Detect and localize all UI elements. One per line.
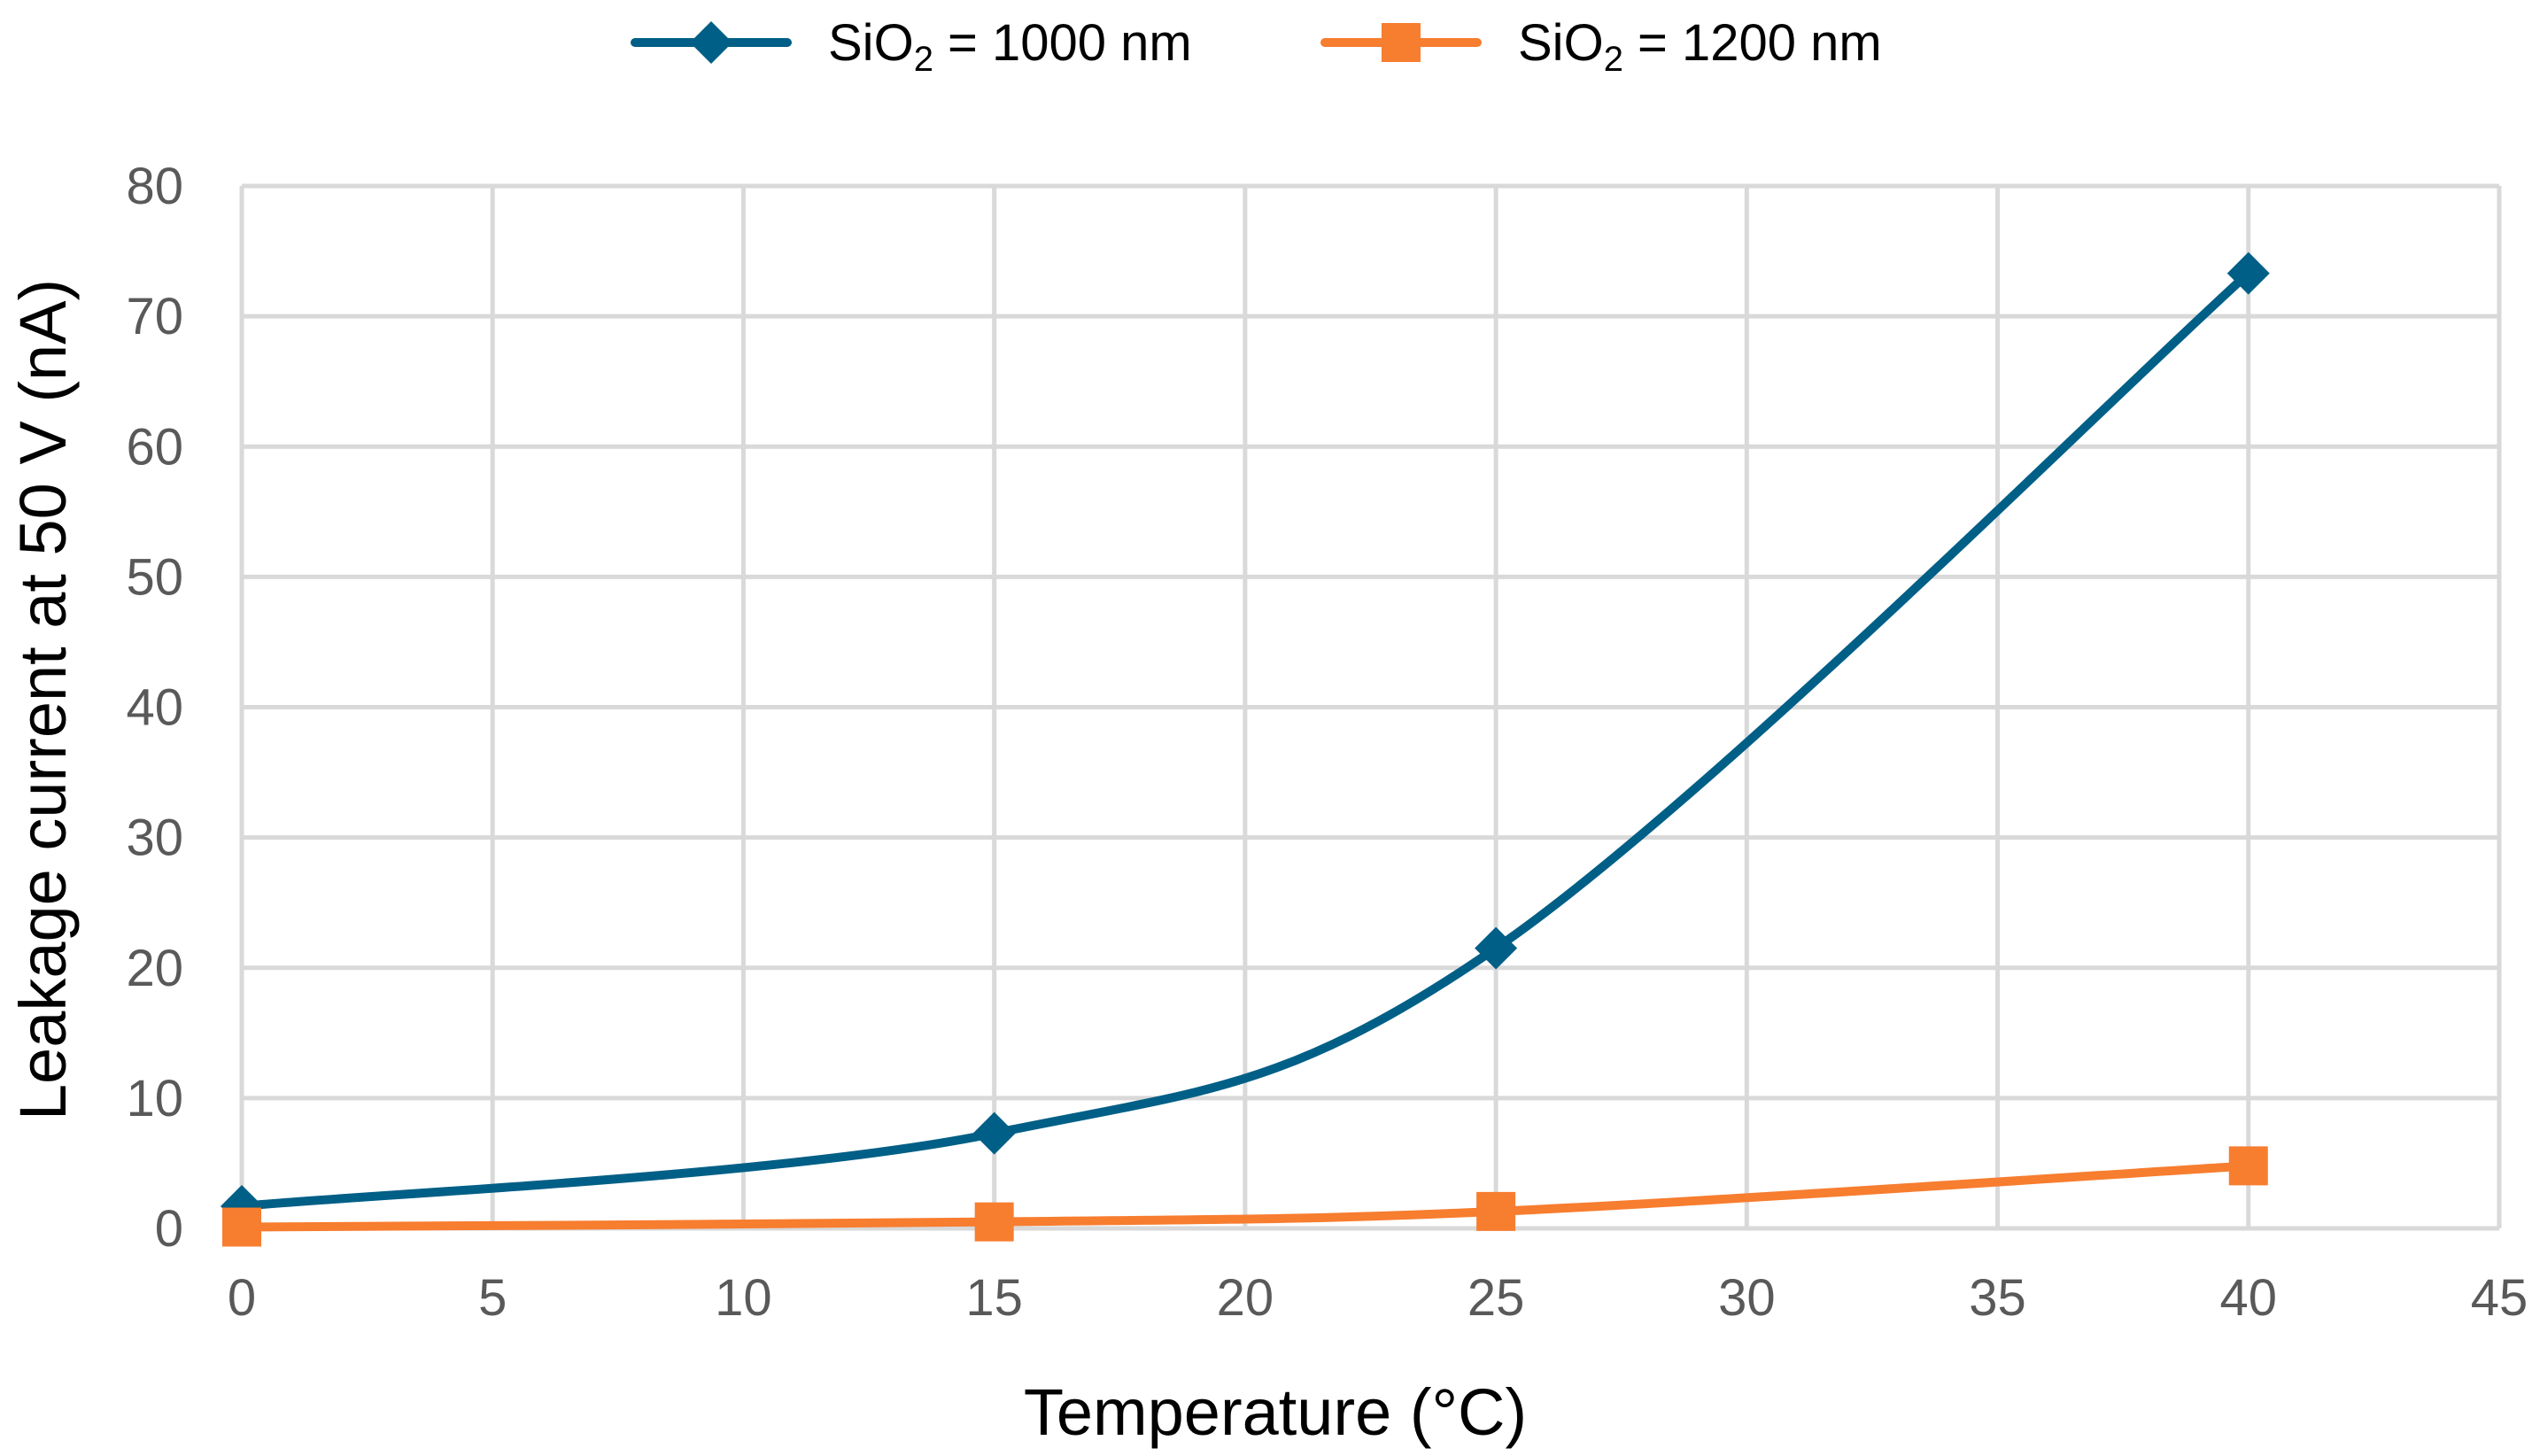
y-tick-label: 50: [126, 548, 183, 606]
x-tick-label: 20: [1217, 1269, 1274, 1327]
y-tick-label: 40: [126, 679, 183, 737]
data-point: [1475, 926, 1518, 970]
x-tick-label: 0: [228, 1269, 256, 1327]
x-axis-ticks: 0 5 10 15 20 25 30 35 40 45: [228, 1269, 2528, 1327]
y-tick-label: 80: [126, 158, 183, 215]
legend-label: SiO2 = 1200 nm: [1518, 14, 1882, 79]
y-tick-label: 60: [126, 418, 183, 476]
y-tick-label: 20: [126, 940, 183, 997]
x-axis-title: Temperature (°C): [1024, 1375, 1527, 1449]
legend: SiO2 = 1000 nm SiO2 = 1200 nm: [631, 14, 1882, 79]
data-point: [222, 1207, 261, 1247]
y-tick-label: 30: [126, 809, 183, 867]
y-tick-label: 0: [155, 1200, 183, 1258]
grid: [239, 183, 2502, 1231]
series-layer: [221, 252, 2270, 1247]
data-point: [1476, 1191, 1516, 1231]
series-line: [237, 268, 2253, 1211]
x-tick-label: 25: [1467, 1269, 1525, 1327]
series-1: [221, 252, 2270, 1228]
x-tick-label: 30: [1718, 1269, 1776, 1327]
x-tick-label: 40: [2220, 1269, 2278, 1327]
legend-marker: [1382, 23, 1421, 62]
legend-label: SiO2 = 1000 nm: [828, 14, 1192, 79]
y-axis-ticks: 0 10 20 30 40 50 60 70 80: [126, 158, 183, 1258]
x-tick-label: 5: [478, 1269, 507, 1327]
x-tick-label: 15: [965, 1269, 1023, 1327]
legend-item: SiO2 = 1000 nm: [631, 14, 1192, 79]
data-point: [974, 1202, 1014, 1242]
data-point: [2228, 1146, 2268, 1186]
x-tick-label: 45: [2471, 1269, 2528, 1327]
x-tick-label: 10: [715, 1269, 772, 1327]
data-point: [972, 1111, 1016, 1155]
x-tick-label: 35: [1969, 1269, 2026, 1327]
y-axis-title: Leakage current at 50 V (nA): [6, 279, 80, 1120]
y-tick-label: 70: [126, 288, 183, 345]
y-tick-label: 10: [126, 1070, 183, 1127]
data-point: [2226, 252, 2270, 295]
legend-marker: [690, 21, 732, 64]
series-2: [222, 1146, 2268, 1247]
series-line: [237, 1161, 2253, 1232]
legend-item: SiO2 = 1200 nm: [1320, 14, 1882, 79]
